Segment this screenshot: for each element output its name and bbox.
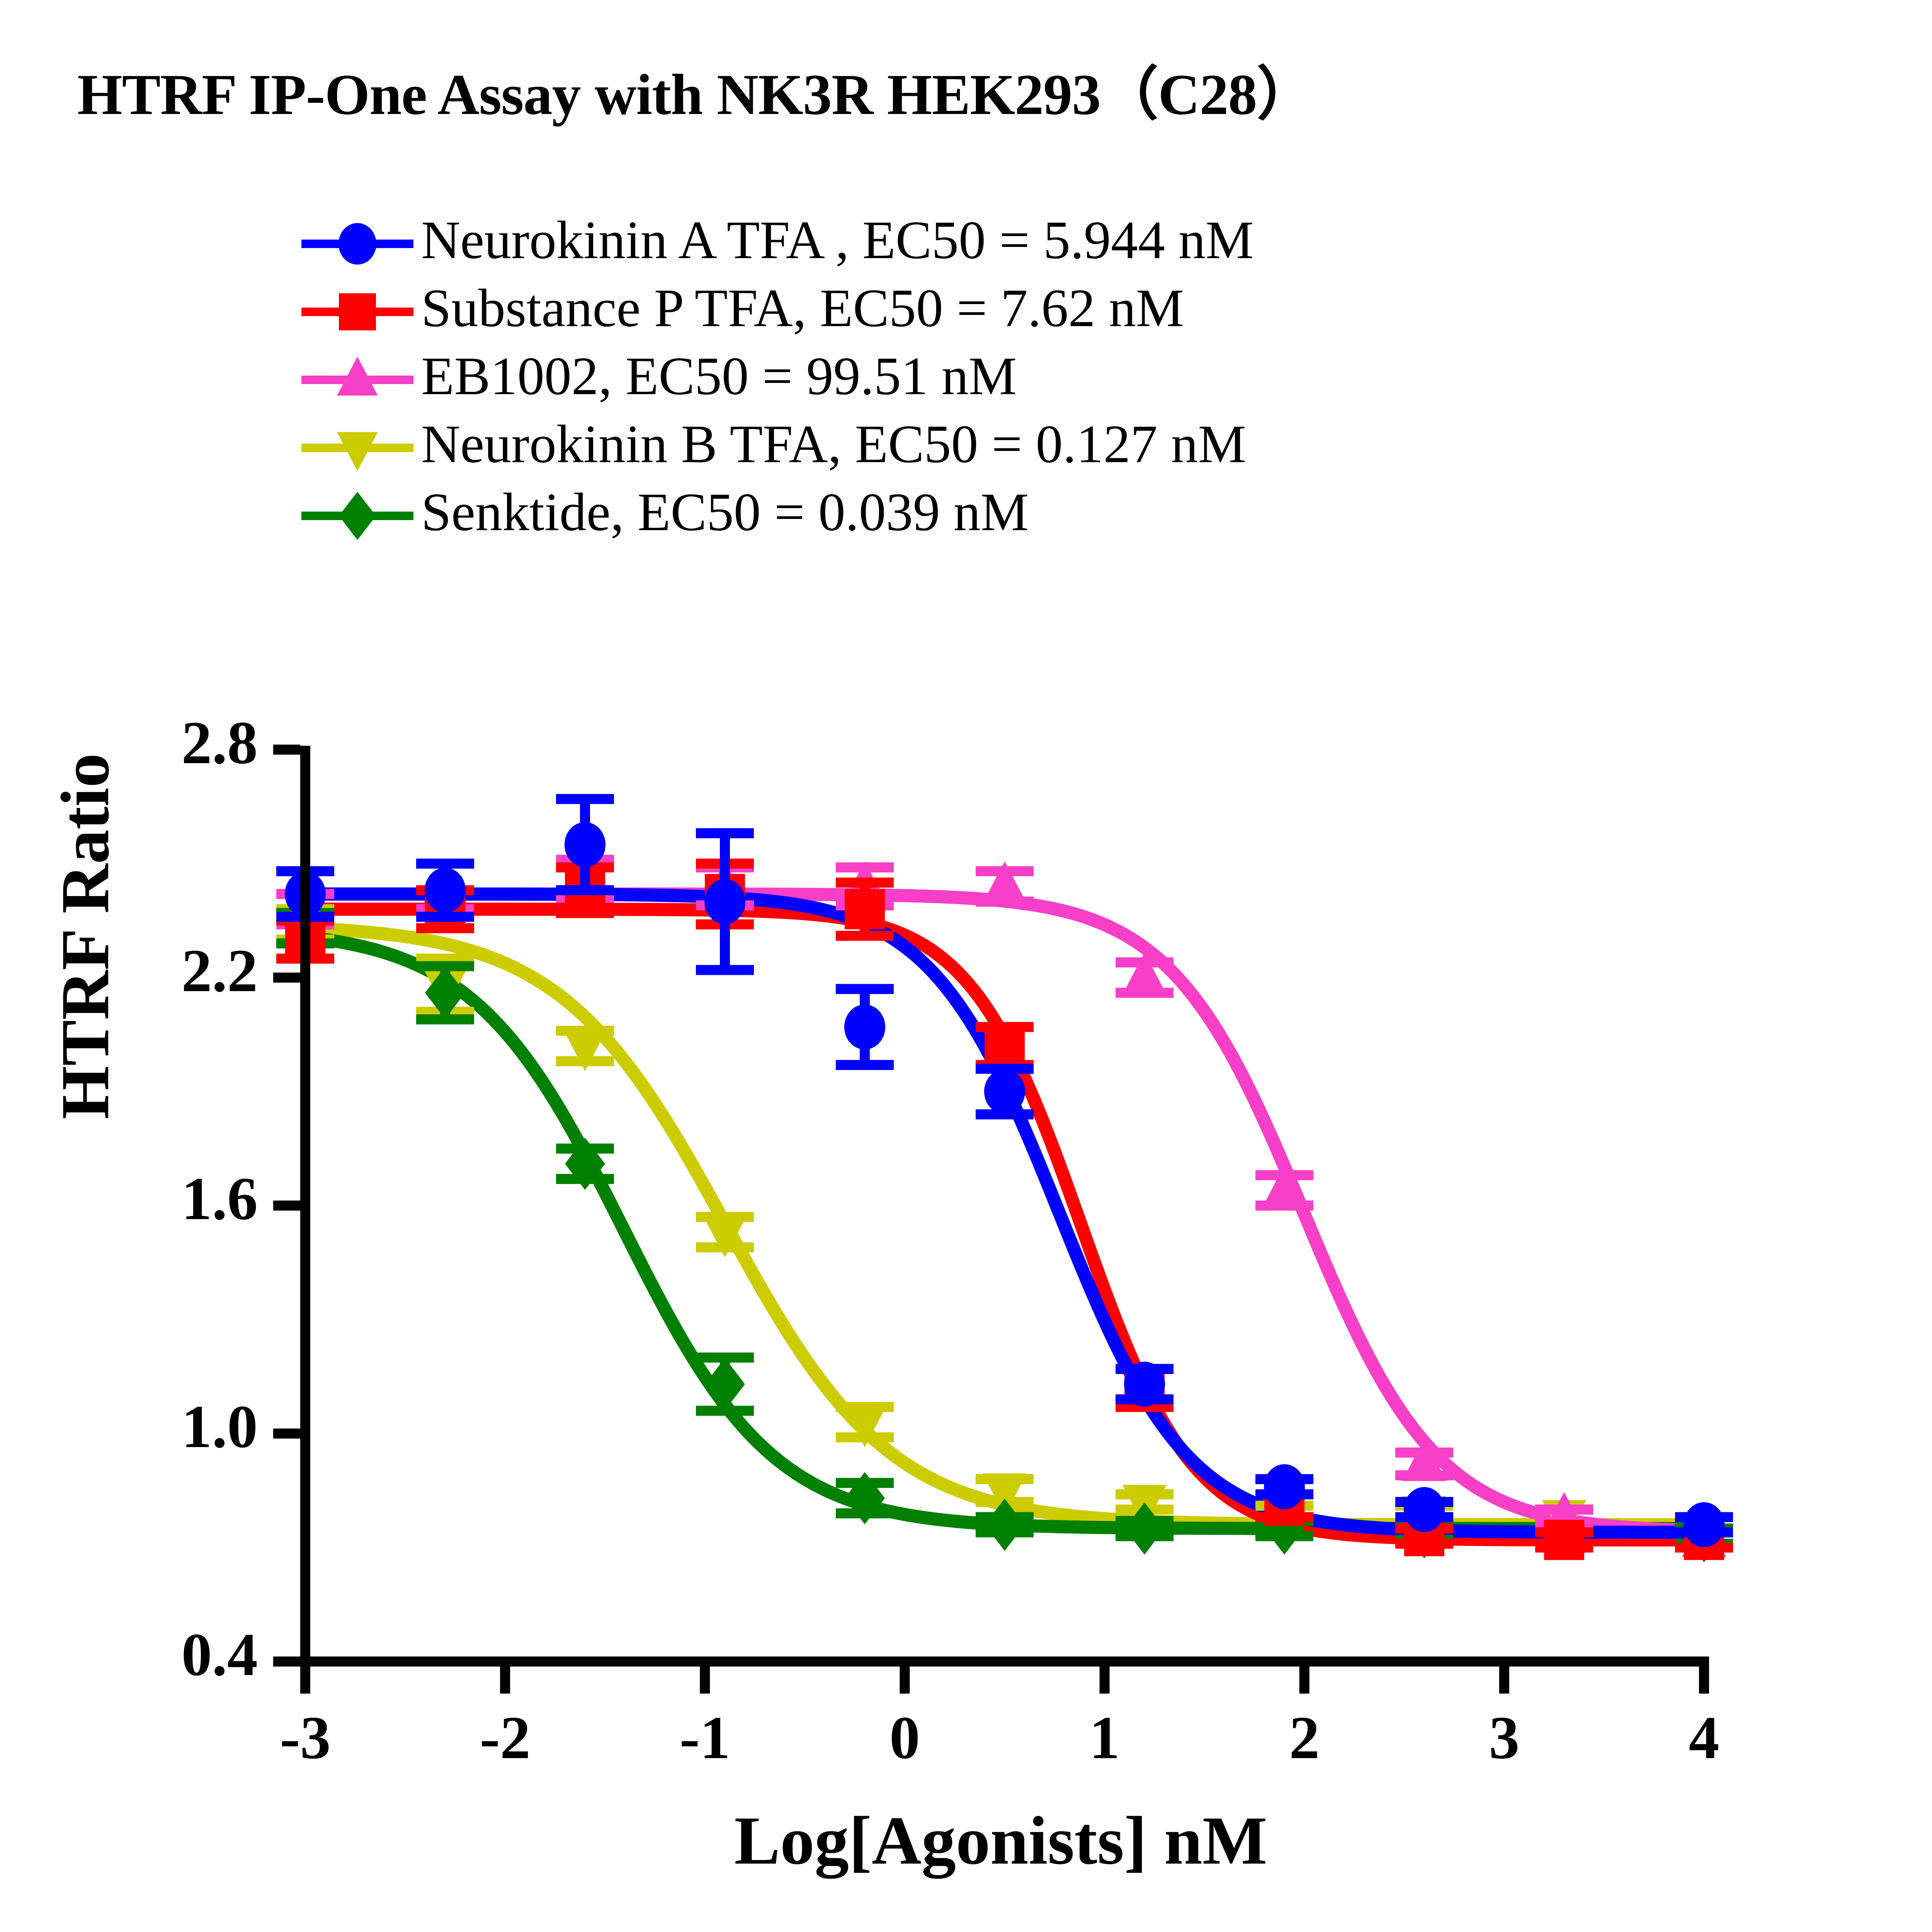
- x-axis-spine: [300, 1656, 1709, 1667]
- legend-item[interactable]: Senktide, EC50 = 0.039 nM: [294, 481, 1253, 549]
- data-point-marker: [985, 1498, 1025, 1551]
- legend-line-diamond-icon: [294, 481, 421, 549]
- chart-legend: Neurokinin A TFA , EC50 = 5.944 nM Substa…: [294, 209, 1253, 549]
- legend-item-label: Substance P TFA, EC50 = 7.62 nM: [421, 278, 1184, 338]
- data-point-marker: [705, 1358, 745, 1410]
- data-point-marker: [704, 879, 746, 924]
- series-curve: [299, 921, 1711, 1531]
- series-curve: [299, 887, 1711, 1539]
- x-axis-label: Log[Agonists] nM: [734, 1802, 1267, 1879]
- data-point-marker: [425, 966, 465, 1019]
- x-tick-label: -2: [480, 1704, 531, 1772]
- data-point-marker: [844, 1004, 886, 1050]
- data-point-marker: [702, 1215, 747, 1257]
- y-tick-label: 1.0: [181, 1393, 258, 1461]
- y-axis-spine: [300, 746, 310, 1665]
- x-tick-label: 1: [1089, 1704, 1120, 1772]
- x-axis-tick: [1099, 1667, 1110, 1694]
- x-axis-tick: [500, 1667, 510, 1694]
- y-axis-tick: [273, 1429, 300, 1439]
- legend-item[interactable]: Neurokinin B TFA, EC50 = 0.127 nM: [294, 413, 1253, 481]
- x-tick-label: -1: [679, 1704, 731, 1772]
- data-point-marker: [1403, 1487, 1445, 1532]
- data-point-marker: [845, 1472, 885, 1524]
- series-curve: [299, 903, 1711, 1547]
- x-axis-tick: [1699, 1667, 1709, 1694]
- data-point-marker: [1262, 1165, 1307, 1208]
- x-axis-tick: [900, 1667, 910, 1694]
- x-axis-tick: [1499, 1667, 1509, 1694]
- data-point-marker: [1124, 1361, 1165, 1407]
- y-tick-label: 1.6: [181, 1165, 258, 1233]
- y-axis-tick: [273, 1201, 300, 1211]
- legend-line-circle-icon: [294, 209, 421, 277]
- x-axis-tick: [1299, 1667, 1310, 1694]
- x-tick-label: 2: [1289, 1704, 1320, 1772]
- y-axis-tick: [273, 1656, 300, 1667]
- data-point-marker: [842, 1405, 887, 1447]
- legend-item-label: EB1002, EC50 = 99.51 nM: [421, 346, 1017, 406]
- y-tick-label: 2.2: [181, 937, 258, 1005]
- x-tick-label: -3: [280, 1704, 331, 1772]
- legend-item[interactable]: Neurokinin A TFA , EC50 = 5.944 nM: [294, 209, 1253, 277]
- legend-item-label: Neurokinin B TFA, EC50 = 0.127 nM: [421, 414, 1246, 474]
- data-point-marker: [982, 1473, 1027, 1516]
- y-axis-tick: [273, 973, 300, 983]
- y-axis-tick: [273, 745, 300, 755]
- data-point-marker: [565, 1138, 605, 1190]
- legend-line-square-icon: [294, 277, 421, 345]
- data-point-marker: [984, 1069, 1026, 1114]
- data-point-marker: [1402, 1439, 1447, 1481]
- data-point-marker: [563, 1029, 607, 1071]
- data-point-marker: [1683, 1502, 1725, 1548]
- data-point-marker: [845, 889, 885, 929]
- data-point-marker: [1122, 952, 1167, 995]
- data-point-marker: [564, 822, 606, 867]
- series-points: [276, 902, 1733, 1563]
- y-tick-label: 0.4: [181, 1621, 258, 1689]
- page-title: HTRF IP-One Assay with NK3R HEK293（C28）: [77, 63, 1315, 127]
- legend-item[interactable]: EB1002, EC50 = 99.51 nM: [294, 345, 1253, 413]
- legend-line-triangle-down-icon: [294, 413, 421, 481]
- legend-line-triangle-up-icon: [294, 345, 421, 413]
- data-point-marker: [1124, 1502, 1165, 1555]
- x-axis-tick: [700, 1667, 710, 1694]
- series-curve: [299, 887, 1711, 1537]
- y-tick-label: 2.8: [181, 709, 258, 777]
- x-tick-label: 4: [1689, 1704, 1719, 1772]
- legend-item-label: Neurokinin A TFA , EC50 = 5.944 nM: [421, 210, 1254, 270]
- data-point-marker: [985, 1026, 1025, 1066]
- data-point-marker: [1264, 1464, 1305, 1509]
- y-axis-label: HTRF Ratio: [47, 753, 123, 1119]
- x-axis-tick: [300, 1667, 310, 1694]
- data-point-marker: [982, 861, 1027, 904]
- x-tick-label: 0: [889, 1704, 920, 1772]
- legend-item-label: Senktide, EC50 = 0.039 nM: [421, 482, 1029, 542]
- data-point-marker: [1544, 1520, 1584, 1560]
- data-point-marker: [424, 867, 466, 913]
- legend-item[interactable]: Substance P TFA, EC50 = 7.62 nM: [294, 277, 1253, 345]
- x-tick-label: 3: [1489, 1704, 1520, 1772]
